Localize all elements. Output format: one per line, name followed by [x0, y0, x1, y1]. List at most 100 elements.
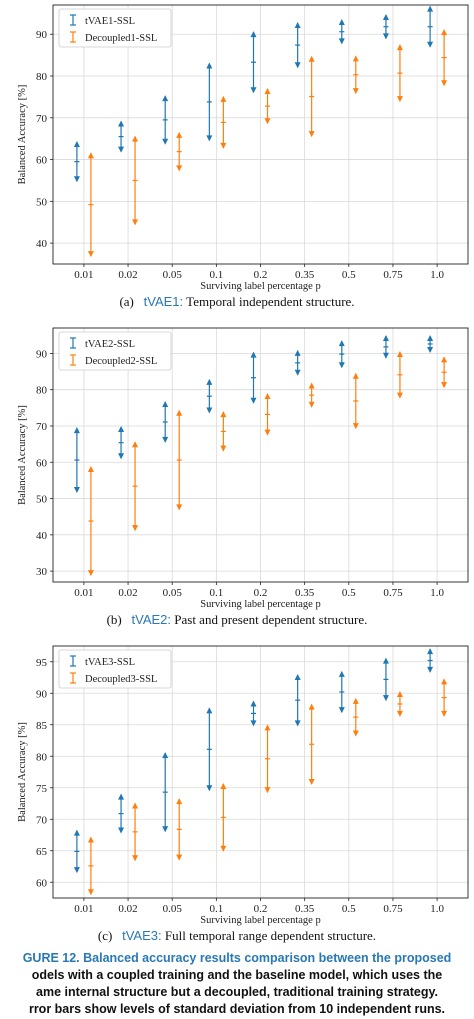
errorbar-cap-up-icon [396, 350, 403, 357]
errorbar-cap-up-icon [441, 356, 448, 363]
x-tick-label: 0.35 [295, 269, 315, 281]
x-tick-label: 0.01 [74, 903, 93, 915]
chart-a: 40 50 60 70 80 90 0.01 0.02 0.05 0.1 0.2 0.35 0.5 0.7… [17, 4, 469, 292]
x-axis-label: Surviving label percentage p [200, 915, 320, 926]
errorbar-cap-down-icon [382, 33, 389, 40]
caption-a-label: (a) [119, 294, 134, 309]
errorbar-cap-down-icon [162, 436, 169, 443]
legend-label: tVAE2-SSL [85, 339, 135, 350]
errorbar-cap-down-icon [264, 787, 271, 794]
errorbar-cap-down-icon [250, 397, 257, 404]
y-axis-label: Balanced Accuracy [%] [17, 405, 28, 505]
chart-panel-b: 30 40 50 60 70 80 90 0.01 0.02 0.05 0.1 0.2 0.35 0.5 0… [0, 322, 474, 610]
errorbar-cap-down-icon [382, 352, 389, 359]
errorbar-cap-down-icon [73, 487, 80, 494]
x-tick-label: 1.0 [430, 587, 444, 599]
caption-c: (c) tVAE3: Full temporal range dependent… [0, 928, 474, 944]
errorbar-coupled [206, 378, 213, 414]
errorbar-cap-down-icon [396, 392, 403, 399]
legend-label: tVAE1-SSL [85, 16, 135, 27]
errorbar-cap-down-icon [250, 720, 257, 727]
caption-a: (a) tVAE1: Temporal independent structur… [0, 294, 474, 310]
errorbar-cap-up-icon [87, 465, 94, 472]
errorbar-cap-down-icon [87, 251, 94, 258]
errorbar-decoupled [396, 690, 403, 717]
x-tick-label: 0.35 [295, 903, 315, 915]
errorbar-decoupled [87, 836, 94, 896]
errorbar-decoupled [264, 724, 271, 794]
x-tick-label: 0.2 [254, 269, 268, 281]
y-tick-label: 90 [36, 348, 48, 360]
y-tick-label: 70 [36, 421, 48, 433]
errorbar-cap-down-icon [206, 785, 213, 792]
caption-b-label: (b) [106, 612, 122, 627]
errorbar-decoupled [176, 798, 183, 861]
errorbar-decoupled [441, 356, 448, 389]
errorbar-coupled [206, 707, 213, 792]
errorbar-cap-down-icon [118, 146, 125, 153]
errorbar-cap-down-icon [162, 826, 169, 833]
errorbar-cap-down-icon [206, 407, 213, 414]
errorbar-cap-up-icon [441, 678, 448, 685]
errorbar-coupled [73, 427, 80, 494]
caption-c-label: (c) [97, 928, 113, 943]
errorbar-cap-down-icon [441, 710, 448, 717]
errorbar-cap-up-icon [87, 152, 94, 159]
errorbar-coupled [294, 673, 301, 727]
chart-panel-a: 40 50 60 70 80 90 0.01 0.02 0.05 0.1 0.2 0.35 0.5 0.7… [0, 0, 474, 292]
errorbar-cap-up-icon [396, 44, 403, 51]
y-tick-label: 85 [36, 720, 48, 732]
errorbar-cap-up-icon [220, 95, 227, 102]
x-tick-label: 0.2 [254, 587, 268, 599]
x-tick-label: 0.1 [209, 903, 223, 915]
caption-a-text: Temporal independent structure. [186, 294, 355, 309]
errorbar-cap-down-icon [294, 62, 301, 69]
x-tick-label: 0.1 [209, 587, 223, 599]
errorbar-cap-up-icon [162, 95, 169, 102]
x-tick-label: 0.5 [342, 269, 356, 281]
errorbar-cap-up-icon [264, 724, 271, 731]
errorbar-coupled [338, 670, 345, 714]
errorbar-cap-down-icon [441, 80, 448, 87]
chart-c: 60 65 70 75 80 85 90 95 0.01 0.02 0.05 0.1 0.2 0.35 0.… [17, 645, 469, 926]
chart-panel-c: 60 65 70 75 80 85 90 95 0.01 0.02 0.05 0.1 0.2 0.35 0.… [0, 640, 474, 926]
x-axis-label: Surviving label percentage p [200, 599, 320, 610]
chart-b: 30 40 50 60 70 80 90 0.01 0.02 0.05 0.1 0.2 0.35 0.5 0… [17, 327, 469, 610]
errorbar-cap-up-icon [206, 378, 213, 385]
errorbar-cap-up-icon [427, 5, 434, 12]
y-tick-label: 60 [36, 457, 48, 469]
y-tick-label: 95 [36, 657, 48, 669]
errorbar-decoupled [264, 87, 271, 125]
errorbar-coupled [162, 752, 169, 833]
errorbar-cap-up-icon [427, 334, 434, 341]
errorbar-decoupled [132, 135, 139, 226]
x-tick-label: 1.0 [430, 903, 444, 915]
caption-b-model: tVAE2: [131, 612, 172, 627]
errorbar-cap-up-icon [132, 802, 139, 809]
x-tick-label: 0.02 [118, 903, 137, 915]
errorbar-cap-down-icon [427, 41, 434, 48]
y-tick-label: 80 [36, 751, 48, 763]
x-tick-label: 0.05 [163, 903, 183, 915]
errorbar-decoupled [441, 29, 448, 87]
legend-label: Decoupled2-SSL [85, 356, 157, 367]
errorbar-cap-up-icon [250, 351, 257, 358]
x-tick-label: 1.0 [430, 269, 444, 281]
errorbar-cap-up-icon [427, 648, 434, 655]
errorbar-cap-up-icon [176, 798, 183, 805]
errorbar-decoupled [176, 409, 183, 511]
errorbar-cap-up-icon [294, 21, 301, 28]
errorbar-cap-down-icon [396, 710, 403, 717]
errorbar-coupled [250, 351, 257, 404]
figure-caption-line-1: GURE 12. Balanced accuracy results compa… [22, 951, 452, 965]
errorbar-cap-down-icon [294, 369, 301, 376]
figure-caption-line: ame internal structure but a decoupled, … [36, 985, 438, 999]
x-tick-label: 0.02 [118, 269, 137, 281]
errorbar-cap-down-icon [338, 707, 345, 714]
errorbar-cap-up-icon [73, 427, 80, 434]
errorbar-coupled [118, 793, 125, 834]
errorbar-cap-down-icon [382, 695, 389, 702]
caption-c-text: Full temporal range dependent structure. [164, 928, 377, 943]
x-tick-label: 0.75 [383, 269, 403, 281]
caption-c-model: tVAE3: [122, 928, 162, 943]
